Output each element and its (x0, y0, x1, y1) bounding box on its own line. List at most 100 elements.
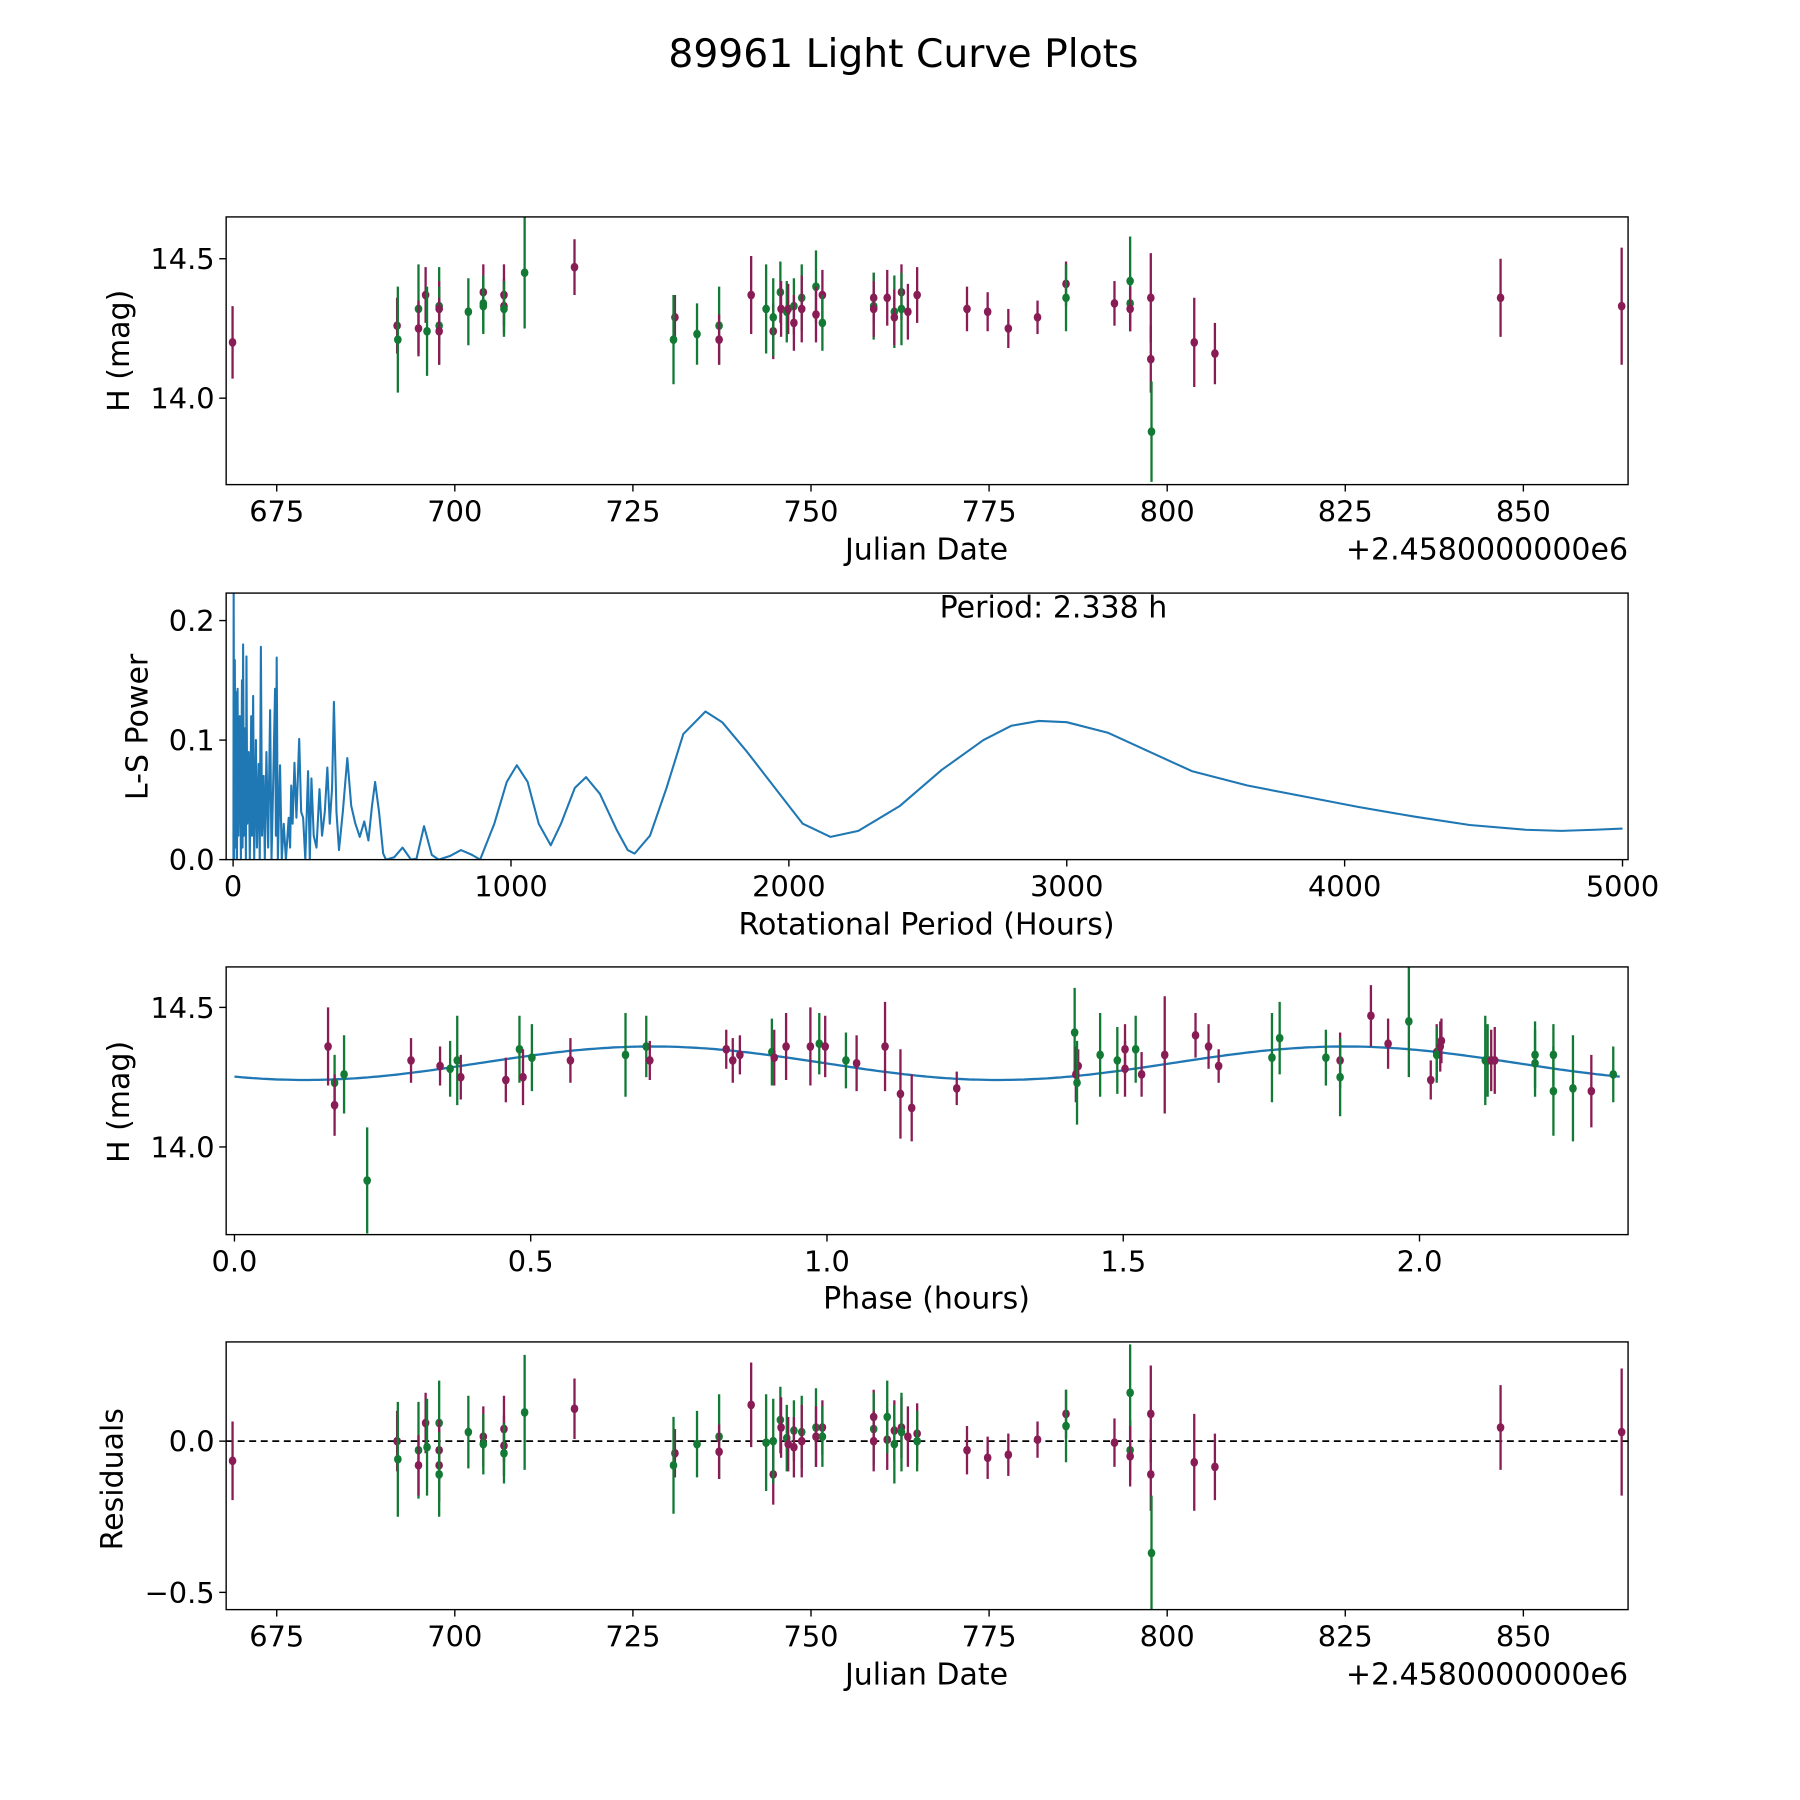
data-point (812, 1432, 820, 1441)
data-point (983, 1453, 992, 1463)
x-tick-label: 700 (427, 1620, 482, 1654)
data-layer (232, 593, 1623, 860)
data-point (1190, 338, 1199, 347)
data-point (747, 1400, 755, 1410)
data-point (446, 1064, 454, 1074)
data-point (330, 1100, 339, 1110)
data-point (1126, 1451, 1134, 1461)
lightcurve-panel: Julian Date +2.4580000000e6 H (mag) 675 7… (102, 216, 1629, 568)
x-tick-label: 1.0 (804, 1245, 850, 1279)
data-point (904, 307, 912, 317)
y-tick-label: 0.0 (169, 843, 215, 877)
periodogram-panel: Rotational Period (Hours) L-S Power Peri… (121, 590, 1660, 942)
data-point (907, 1103, 916, 1113)
data-point (519, 1072, 527, 1082)
data-point (821, 1042, 830, 1051)
data-point (747, 290, 755, 300)
data-point (1096, 1050, 1104, 1060)
y-tick-label: −0.5 (145, 1576, 215, 1610)
y-tick-label: 14.0 (150, 382, 214, 416)
x-tick-label: 3000 (1030, 870, 1103, 904)
x-tick-label: 825 (1318, 495, 1373, 529)
y-axis-label: H (mag) (102, 1041, 137, 1163)
data-point (394, 335, 402, 345)
data-point (642, 1042, 651, 1051)
y-tick-label: 14.5 (150, 242, 214, 276)
x-tick-label: 0 (224, 870, 242, 904)
data-point (1004, 324, 1013, 333)
data-point (852, 1058, 861, 1068)
x-axis-label: Julian Date (843, 533, 1008, 568)
plot-area (226, 1344, 1629, 1610)
data-point (762, 1438, 770, 1448)
x-tick-label: 775 (962, 495, 1017, 529)
data-point (515, 1044, 524, 1054)
x-tick-label: 750 (783, 1620, 838, 1654)
data-point (671, 312, 679, 322)
data-point (842, 1056, 850, 1065)
x-tick-label: 725 (605, 1620, 660, 1654)
data-point (693, 329, 701, 339)
x-tick-label: 675 (249, 495, 304, 529)
data-point (363, 1176, 371, 1185)
x-tick-label: 1.5 (1100, 1245, 1146, 1279)
data-point (453, 1056, 462, 1065)
y-tick-label: 14.0 (150, 1130, 214, 1164)
data-point (1432, 1050, 1441, 1060)
data-layer (228, 216, 1626, 482)
x-tick-label: 800 (1140, 495, 1195, 529)
data-point (423, 1442, 431, 1452)
data-point (1146, 1470, 1155, 1479)
data-point (952, 1083, 961, 1093)
data-point (790, 1442, 798, 1452)
data-point (770, 1053, 779, 1063)
data-point (1405, 1016, 1413, 1026)
data-point (423, 326, 431, 336)
x-tick-label: 850 (1496, 1620, 1551, 1654)
data-point (883, 1412, 892, 1422)
data-point (394, 1454, 402, 1464)
data-point (790, 318, 798, 328)
data-point (883, 293, 892, 303)
y-tick-label: 0.2 (169, 604, 215, 638)
data-point (812, 310, 820, 319)
data-layer (234, 966, 1620, 1234)
data-point (1490, 1056, 1499, 1065)
data-point (1062, 1421, 1070, 1431)
data-point (566, 1056, 575, 1065)
residuals-panel: Julian Date +2.4580000000e6 Residuals 67… (95, 1341, 1629, 1693)
data-point (1609, 1070, 1618, 1079)
data-point (1322, 1053, 1330, 1063)
data-point (407, 1056, 415, 1065)
data-point (1137, 1070, 1146, 1079)
data-point (904, 1432, 912, 1441)
y-axis-label: L-S Power (121, 653, 156, 800)
data-point (777, 1423, 785, 1432)
data-point (1126, 304, 1134, 314)
data-point (1190, 1457, 1199, 1467)
data-point (621, 1050, 630, 1060)
data-point (1211, 1462, 1219, 1472)
data-layer (226, 1344, 1629, 1610)
data-point (421, 1418, 430, 1428)
data-point (456, 1072, 465, 1082)
x-tick-label: 2.0 (1397, 1245, 1443, 1279)
x-tick-label: 1000 (474, 870, 547, 904)
data-point (502, 1075, 510, 1085)
data-point (1496, 293, 1505, 303)
data-point (1146, 293, 1155, 303)
data-point (715, 1447, 723, 1457)
data-point (762, 304, 770, 314)
data-point (1147, 427, 1156, 437)
data-point (1160, 1050, 1169, 1060)
data-point (1004, 1450, 1013, 1460)
data-point (769, 1436, 778, 1446)
period-annotation: Period: 2.338 h (940, 590, 1168, 625)
y-axis-label: Residuals (95, 1408, 130, 1550)
x-tick-label: 675 (249, 1620, 304, 1654)
data-point (890, 312, 899, 322)
data-point (464, 307, 473, 317)
data-point (1384, 1039, 1392, 1049)
data-point (1426, 1075, 1435, 1085)
data-point (340, 1070, 348, 1079)
